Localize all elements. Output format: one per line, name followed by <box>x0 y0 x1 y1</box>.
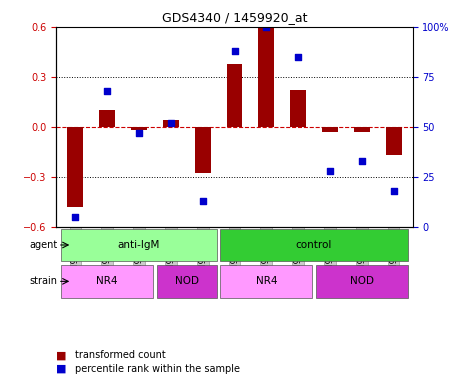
Point <box>263 24 270 30</box>
Text: agent: agent <box>30 240 58 250</box>
Point <box>72 214 79 220</box>
Point <box>135 130 143 136</box>
Bar <box>163 120 179 127</box>
Point <box>390 188 397 194</box>
FancyBboxPatch shape <box>61 265 153 298</box>
Text: NR4: NR4 <box>256 276 277 286</box>
Text: ■: ■ <box>56 364 67 374</box>
FancyBboxPatch shape <box>316 265 408 298</box>
Bar <box>227 63 242 127</box>
Bar <box>195 127 211 174</box>
Point <box>358 158 365 164</box>
Bar <box>68 127 83 207</box>
FancyBboxPatch shape <box>220 265 312 298</box>
Text: control: control <box>296 240 332 250</box>
FancyBboxPatch shape <box>157 265 217 298</box>
FancyBboxPatch shape <box>61 228 217 262</box>
Bar <box>131 127 147 130</box>
Text: NOD: NOD <box>175 276 199 286</box>
Bar <box>354 127 370 132</box>
Point <box>199 198 206 204</box>
Text: anti-IgM: anti-IgM <box>118 240 160 250</box>
Text: transformed count: transformed count <box>75 350 166 360</box>
Text: NOD: NOD <box>350 276 374 286</box>
Point <box>231 48 238 54</box>
Point <box>295 54 302 60</box>
Point <box>104 88 111 94</box>
Bar <box>290 90 306 127</box>
Bar <box>386 127 401 155</box>
Point <box>326 168 334 174</box>
Text: strain: strain <box>30 276 58 286</box>
Text: NR4: NR4 <box>97 276 118 286</box>
Bar <box>258 27 274 127</box>
FancyBboxPatch shape <box>220 228 408 262</box>
Text: ■: ■ <box>56 350 67 360</box>
Bar <box>99 110 115 127</box>
Bar <box>322 127 338 132</box>
Text: percentile rank within the sample: percentile rank within the sample <box>75 364 240 374</box>
Point <box>167 120 174 126</box>
Title: GDS4340 / 1459920_at: GDS4340 / 1459920_at <box>162 11 307 24</box>
